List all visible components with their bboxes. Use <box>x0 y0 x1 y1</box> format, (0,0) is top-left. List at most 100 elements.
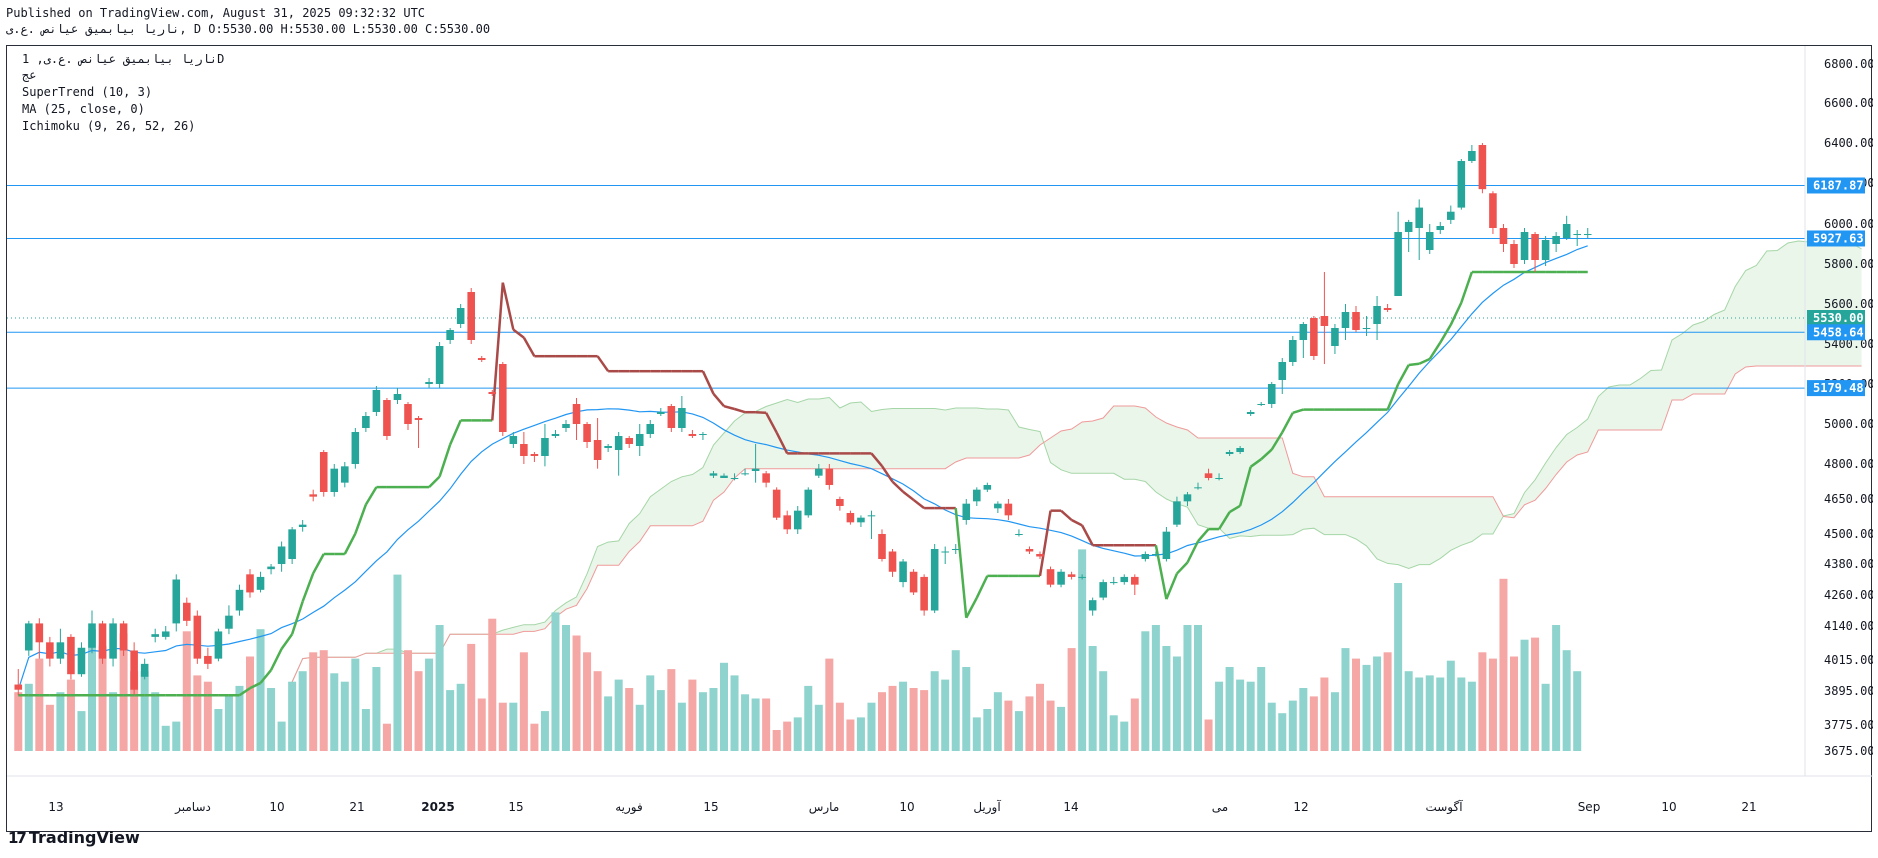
candle-body <box>1173 501 1181 525</box>
supertrend-segment <box>428 475 441 488</box>
legend-ichimoku[interactable]: Ichimoku (9, 26, 52, 26) <box>22 119 196 133</box>
candle-body <box>225 615 233 629</box>
candle-body <box>1225 452 1234 454</box>
volume-bar <box>66 679 75 751</box>
volume-bar <box>909 688 918 751</box>
volume-bar <box>698 692 707 751</box>
volume-bar <box>403 650 413 751</box>
candle-body <box>551 434 560 436</box>
candle-body <box>1015 534 1023 535</box>
candle-body <box>119 623 128 651</box>
candle-body <box>183 602 191 621</box>
volume-bar <box>1351 658 1361 751</box>
volume-bar <box>1088 646 1097 751</box>
volume-bar <box>835 702 844 751</box>
volume-bar <box>140 671 149 751</box>
volume-bar <box>1320 677 1329 751</box>
candle-body <box>1394 232 1402 296</box>
supertrend-segment <box>1186 540 1200 564</box>
volume-bar <box>319 650 328 751</box>
volume-bar <box>245 656 255 751</box>
legend-supertrend[interactable]: SuperTrend (10, 3) <box>22 85 153 99</box>
x-tick-label: 21 <box>349 800 364 814</box>
y-tick-label: 4800.00 <box>1824 457 1873 471</box>
supertrend-segment <box>880 465 894 483</box>
candle-body <box>1289 340 1297 362</box>
volume-bar <box>1035 683 1045 751</box>
candle-body <box>688 434 697 436</box>
candle-body <box>1383 308 1392 310</box>
candle-body <box>1299 324 1308 340</box>
volume-bar <box>856 717 865 751</box>
y-tick-label: 6400.00 <box>1824 136 1873 150</box>
candle-body <box>140 663 149 677</box>
candle-body <box>1141 554 1150 559</box>
candle-body <box>456 308 465 324</box>
volume-bar <box>1046 700 1055 751</box>
y-tick-label: 3675.00 <box>1824 744 1873 758</box>
candle-body <box>941 551 949 553</box>
candle-body <box>214 631 223 659</box>
volume-bar <box>583 652 592 751</box>
chart-frame[interactable]: 6800.006600.006400.006200.006000.005800.… <box>6 45 1873 833</box>
y-tick-label: 4650.00 <box>1824 492 1873 506</box>
supertrend-segment <box>1270 431 1284 451</box>
volume-bar <box>151 692 160 751</box>
candle-body <box>878 534 886 559</box>
supertrend-segment <box>501 282 515 330</box>
supertrend-segment <box>354 504 368 534</box>
candle-body <box>593 440 602 460</box>
candle-body <box>1152 554 1160 555</box>
candle-body <box>235 589 244 611</box>
footer-brand-text: TradingView <box>28 828 140 847</box>
volume-bar <box>467 643 476 751</box>
candle-body <box>88 623 96 648</box>
volume-bar <box>983 709 992 751</box>
candle-body <box>67 636 75 675</box>
candle-body <box>709 473 718 476</box>
volume-bar <box>804 685 813 751</box>
x-tick-label: 2025 <box>421 800 454 814</box>
volume-bar <box>519 652 528 751</box>
volume-bar <box>340 681 349 751</box>
legend-ma[interactable]: MA (25, close, 0) <box>22 102 145 116</box>
supertrend-segment <box>712 392 725 408</box>
candle-body <box>1541 240 1550 260</box>
footer-brand[interactable]: 17 TradingView <box>8 828 140 847</box>
candle-body <box>1046 569 1055 585</box>
price-chart[interactable]: 6800.006600.006400.006200.006000.005800.… <box>7 46 1873 833</box>
candle-body <box>277 546 286 564</box>
candle-body <box>1004 503 1013 516</box>
volume-bar <box>77 711 86 751</box>
candle-body <box>267 566 275 570</box>
volume-bar <box>646 675 655 751</box>
x-tick-label: 15 <box>703 800 718 814</box>
volume-bar <box>1509 656 1519 751</box>
supertrend-segment <box>775 432 789 454</box>
volume-bar <box>288 681 297 751</box>
candle-body <box>1310 318 1318 356</box>
volume-bar <box>235 685 244 751</box>
candle-body <box>362 416 370 428</box>
volume-bar <box>477 698 486 751</box>
candle-body <box>1478 145 1487 190</box>
candle-body <box>351 432 360 464</box>
candle-body <box>25 623 33 651</box>
candle-body <box>1162 531 1171 559</box>
candle-body <box>678 408 686 428</box>
candle-body <box>1373 306 1381 324</box>
price-label-box <box>1807 324 1865 341</box>
x-tick-label: 15 <box>508 800 523 814</box>
volume-bar <box>1467 681 1476 751</box>
candle-body <box>720 475 728 478</box>
price-label-box <box>1807 230 1865 247</box>
supertrend-segment <box>512 328 525 339</box>
candle-body <box>172 579 181 624</box>
supertrend-segment <box>448 419 462 446</box>
candle-body <box>319 452 328 492</box>
candle-body <box>383 400 391 436</box>
candle-body <box>1436 226 1445 230</box>
volume-bar <box>1404 671 1413 751</box>
volume-bar <box>972 717 981 751</box>
candle-body <box>699 434 707 435</box>
